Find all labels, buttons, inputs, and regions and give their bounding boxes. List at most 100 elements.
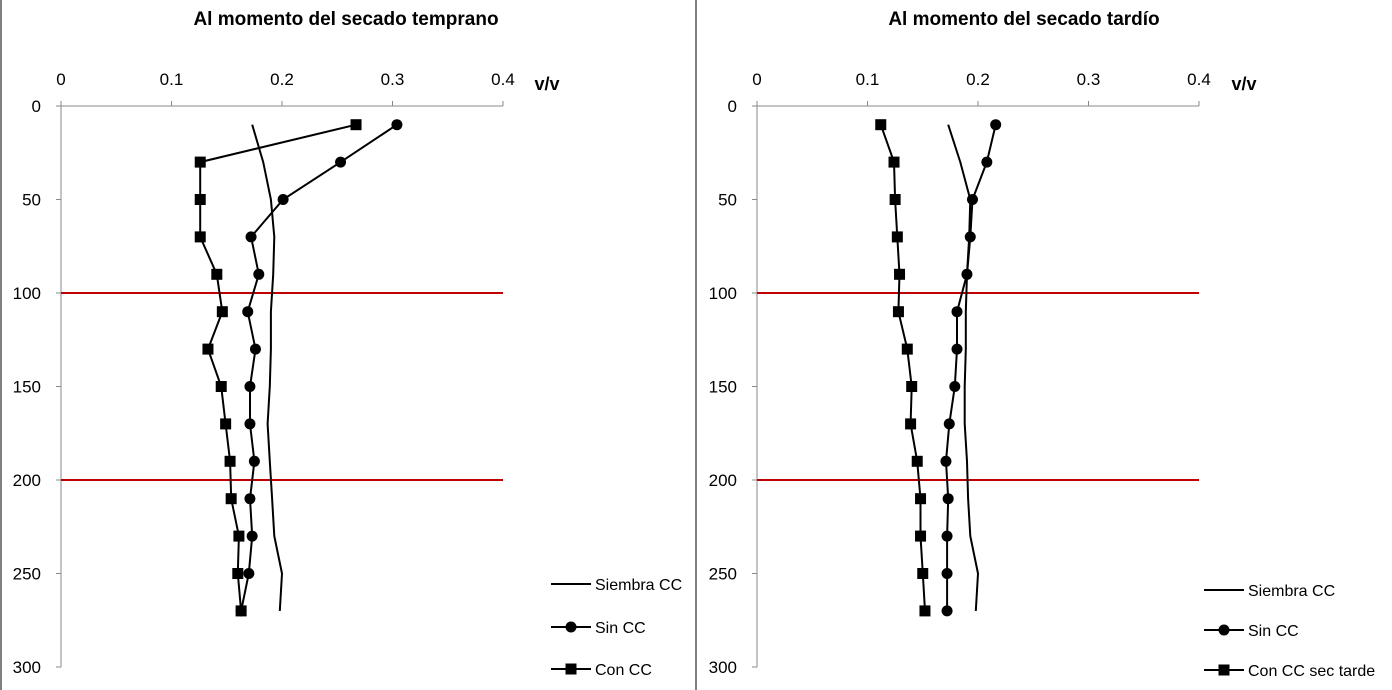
data-point-square: [235, 605, 247, 617]
data-point-circle: [961, 268, 973, 280]
series-line: [199, 123, 357, 611]
data-point-square: [915, 530, 927, 542]
series-line: [947, 124, 980, 611]
x-tick-label: 0.2: [270, 70, 294, 89]
legend-label: Sin CC: [1248, 623, 1299, 640]
data-point-square: [194, 231, 206, 243]
data-point-square: [917, 568, 929, 579]
data-point-circle: [964, 231, 976, 243]
chart-panel-early: Al momento del secado temprano v/v 0 0.1 0…: [13, 9, 683, 679]
x-tick-label: 0.1: [856, 70, 880, 89]
data-point-circle: [242, 306, 254, 318]
chart-title: Al momento del secado temprano: [193, 9, 498, 30]
series-line: [879, 124, 926, 611]
data-point-circle: [941, 530, 953, 542]
y-tick-label: 0: [32, 97, 41, 116]
x-tick-label: 0.3: [381, 70, 405, 89]
data-point-square: [894, 268, 906, 280]
data-point-circle: [245, 231, 257, 243]
y-tick-label: 300: [13, 658, 41, 677]
data-point-square: [233, 530, 245, 542]
x-tick-label: 0: [752, 70, 761, 89]
chart-panel-late: Al momento del secado tardío v/v 0 0.1 0.2…: [709, 9, 1376, 680]
data-point-circle: [943, 418, 955, 430]
data-point-square: [891, 231, 903, 243]
data-point-circle: [244, 381, 256, 392]
x-tick-label: 0.3: [1077, 70, 1101, 89]
legend-label: Con CC sec tarde: [1248, 663, 1375, 680]
data-point-circle: [941, 568, 953, 579]
legend-marker-circle: [565, 621, 577, 633]
data-point-square: [350, 119, 362, 131]
data-point-circle: [244, 418, 256, 430]
data-point-circle: [942, 493, 954, 505]
data-point-square: [194, 156, 206, 168]
data-point-circle: [244, 493, 256, 505]
data-point-square: [232, 568, 244, 579]
data-point-square: [194, 194, 206, 205]
data-point-circle: [940, 455, 952, 467]
data-point-square: [892, 306, 904, 318]
x-tick-label: 0.4: [1187, 70, 1211, 89]
data-point-circle: [981, 156, 993, 168]
data-point-square: [919, 605, 931, 617]
series-line: [251, 124, 284, 611]
data-point-square: [220, 418, 232, 430]
data-point-square: [215, 381, 227, 392]
legend-label: Siembra CC: [595, 577, 682, 594]
data-point-square: [915, 493, 927, 505]
y-tick-label: 300: [709, 658, 737, 677]
data-point-square: [911, 455, 923, 467]
y-tick-label: 100: [13, 284, 41, 303]
data-point-square: [224, 455, 236, 467]
data-point-circle: [249, 343, 261, 355]
data-point-square: [216, 306, 228, 318]
y-tick-label: 100: [709, 284, 737, 303]
data-point-circle: [951, 306, 963, 318]
data-point-circle: [248, 455, 260, 467]
data-point-square: [875, 119, 887, 131]
y-tick-label: 200: [709, 471, 737, 490]
x-axis-label: v/v: [1231, 74, 1256, 94]
x-tick-label: 0.2: [966, 70, 990, 89]
data-point-square: [202, 343, 214, 355]
x-axis-label: v/v: [534, 74, 559, 94]
data-point-square: [211, 268, 223, 280]
legend-marker-circle: [1218, 624, 1230, 636]
y-tick-label: 200: [13, 471, 41, 490]
legend-marker-square: [565, 663, 577, 675]
data-point-square: [901, 343, 913, 355]
data-point-circle: [990, 119, 1002, 131]
y-tick-label: 150: [709, 378, 737, 397]
data-point-square: [889, 194, 901, 205]
data-point-circle: [335, 156, 347, 168]
data-point-circle: [253, 268, 265, 280]
chart-title: Al momento del secado tardío: [888, 9, 1159, 30]
data-point-circle: [246, 530, 258, 542]
y-tick-label: 50: [718, 191, 737, 210]
data-point-circle: [391, 119, 403, 131]
data-point-circle: [243, 568, 255, 579]
y-tick-label: 50: [22, 191, 41, 210]
data-point-circle: [277, 194, 289, 205]
legend-label: Con CC: [595, 662, 652, 679]
legend-marker-square: [1218, 664, 1230, 676]
legend-label: Sin CC: [595, 620, 646, 637]
series-line: [240, 123, 398, 612]
data-point-square: [905, 418, 917, 430]
x-tick-label: 0.4: [491, 70, 515, 89]
data-point-circle: [951, 343, 963, 355]
legend-label: Siembra CC: [1248, 583, 1335, 600]
data-point-circle: [966, 194, 978, 205]
y-tick-label: 150: [13, 378, 41, 397]
data-point-square: [906, 381, 918, 392]
data-point-circle: [941, 605, 953, 617]
y-tick-label: 0: [728, 97, 737, 116]
data-point-square: [888, 156, 900, 168]
data-point-circle: [949, 381, 961, 392]
data-point-square: [225, 493, 237, 505]
x-tick-label: 0: [56, 70, 65, 89]
y-tick-label: 250: [13, 565, 41, 584]
x-tick-label: 0.1: [160, 70, 184, 89]
